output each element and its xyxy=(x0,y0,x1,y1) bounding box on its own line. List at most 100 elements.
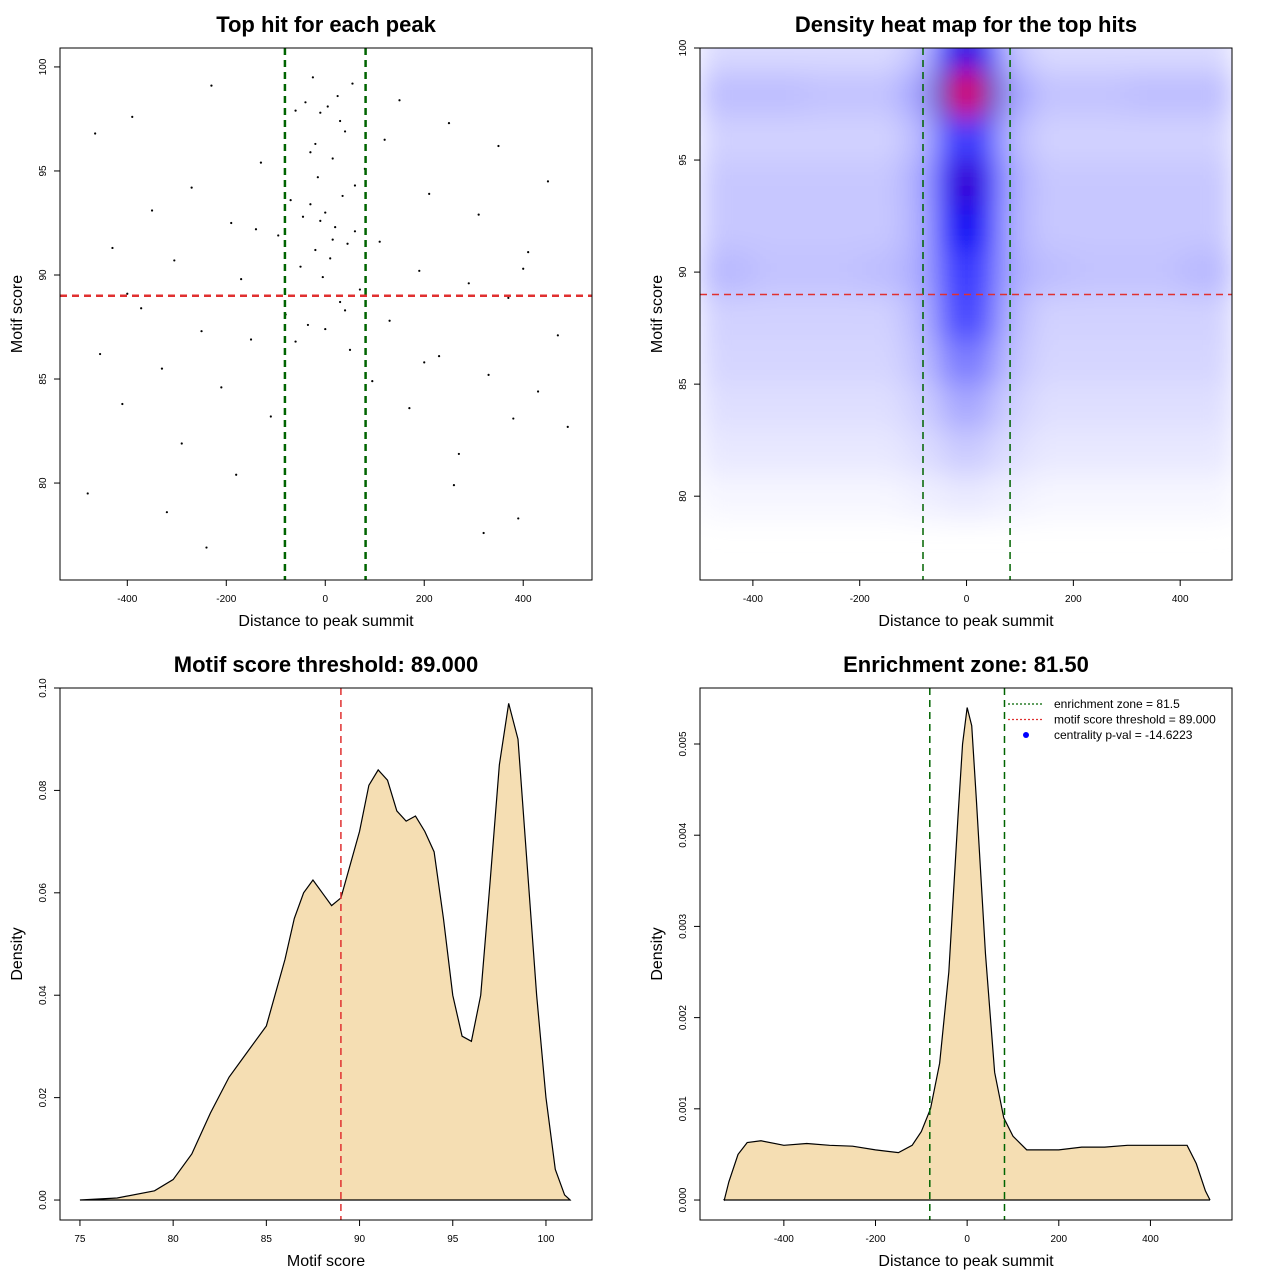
point xyxy=(331,157,334,160)
plot-area xyxy=(722,707,1211,1202)
heat-cell xyxy=(752,428,807,475)
heat-cell xyxy=(752,204,807,251)
point xyxy=(240,278,243,281)
heat-cell xyxy=(700,249,754,296)
y-tick-label: 0.001 xyxy=(678,1096,689,1121)
point xyxy=(507,296,510,299)
point xyxy=(346,242,349,245)
point xyxy=(383,138,386,141)
heat-cell xyxy=(752,70,807,116)
chart-title: Motif score threshold: 89.000 xyxy=(174,652,478,677)
heat-cell xyxy=(955,48,978,71)
point xyxy=(306,323,310,327)
heat-cell xyxy=(752,294,807,340)
y-tick-label: 90 xyxy=(38,269,49,281)
point xyxy=(326,105,329,108)
x-tick-label: 75 xyxy=(74,1234,86,1245)
heat-cell xyxy=(859,339,903,385)
heat-cell xyxy=(700,384,754,430)
heat-cell xyxy=(1030,160,1074,206)
point xyxy=(111,246,114,250)
heat-cell xyxy=(752,339,807,385)
heat-cell xyxy=(859,48,903,71)
heat-cell xyxy=(955,384,978,430)
heat-cell xyxy=(752,249,807,296)
heat-cell xyxy=(977,294,1000,340)
y-tick-label: 0.000 xyxy=(678,1187,689,1212)
heat-cell xyxy=(859,249,903,296)
heat-cell xyxy=(902,48,935,71)
y-tick-label: 0.10 xyxy=(38,678,49,698)
y-tick-label: 100 xyxy=(678,39,689,56)
panel: -400 -200 0 200 400 0.000 0.001 0.002 0.003 0.004… xyxy=(649,652,1233,1270)
x-tick-label: -400 xyxy=(743,594,763,605)
x-tick-label: -400 xyxy=(117,594,137,605)
y-axis-label: Density xyxy=(9,927,26,980)
heat-cell xyxy=(1180,204,1232,251)
point xyxy=(98,352,102,356)
heat-cell xyxy=(752,473,807,520)
heat-cell xyxy=(977,204,1000,251)
heat-cell xyxy=(934,204,957,251)
point xyxy=(343,130,347,133)
point xyxy=(398,99,401,102)
heat-cell xyxy=(998,294,1032,340)
heat-cell xyxy=(955,204,978,251)
point xyxy=(358,288,361,291)
y-tick-label: 95 xyxy=(678,154,689,166)
point xyxy=(304,101,307,104)
point xyxy=(324,211,327,214)
heat-cell xyxy=(700,204,754,251)
heat-cell xyxy=(806,473,861,520)
heat-cell xyxy=(1126,70,1181,116)
heat-cell xyxy=(752,384,807,430)
heat-cell xyxy=(806,249,861,296)
heat-cell xyxy=(998,70,1032,116)
heat-cell xyxy=(902,384,935,430)
point xyxy=(339,119,342,123)
point xyxy=(259,161,263,164)
point xyxy=(294,340,297,343)
heat-cell xyxy=(700,294,754,340)
heat-cell xyxy=(752,48,807,71)
heat-cell xyxy=(859,70,903,116)
x-tick-label: 0 xyxy=(322,594,328,605)
heat-cell xyxy=(902,473,935,520)
heat-cell xyxy=(806,294,861,340)
point xyxy=(249,338,253,341)
y-axis-label: Motif score xyxy=(649,275,666,353)
heat-cell xyxy=(859,204,903,251)
point xyxy=(314,142,317,146)
point xyxy=(428,192,431,195)
heat-cell xyxy=(977,428,1000,475)
point xyxy=(329,257,332,260)
heat-cell xyxy=(977,115,1000,161)
legend-label: motif score threshold = 89.000 xyxy=(1054,713,1216,727)
plot-area xyxy=(79,703,572,1201)
point xyxy=(205,546,208,549)
point xyxy=(566,425,569,428)
heatmap xyxy=(700,48,1232,520)
y-tick-label: 0.08 xyxy=(38,780,49,800)
point xyxy=(126,292,129,295)
point xyxy=(230,221,233,225)
heat-cell xyxy=(1073,204,1128,251)
heat-cell xyxy=(1180,249,1232,296)
heat-cell xyxy=(902,428,935,475)
heat-cell xyxy=(1126,428,1181,475)
heat-cell xyxy=(1073,384,1128,430)
chart-title: Top hit for each peak xyxy=(216,12,436,37)
heat-cell xyxy=(859,384,903,430)
heat-cell xyxy=(955,249,978,296)
heat-cell xyxy=(1126,249,1181,296)
heat-cell xyxy=(806,428,861,475)
heat-cell xyxy=(955,428,978,475)
heat-cell xyxy=(1073,70,1128,116)
x-axis-label: Distance to peak summit xyxy=(238,613,414,630)
heat-cell xyxy=(1126,115,1181,161)
heat-cell xyxy=(1180,339,1232,385)
heat-cell xyxy=(1030,70,1074,116)
x-tick-label: 400 xyxy=(1172,594,1189,605)
density-area xyxy=(79,703,572,1201)
